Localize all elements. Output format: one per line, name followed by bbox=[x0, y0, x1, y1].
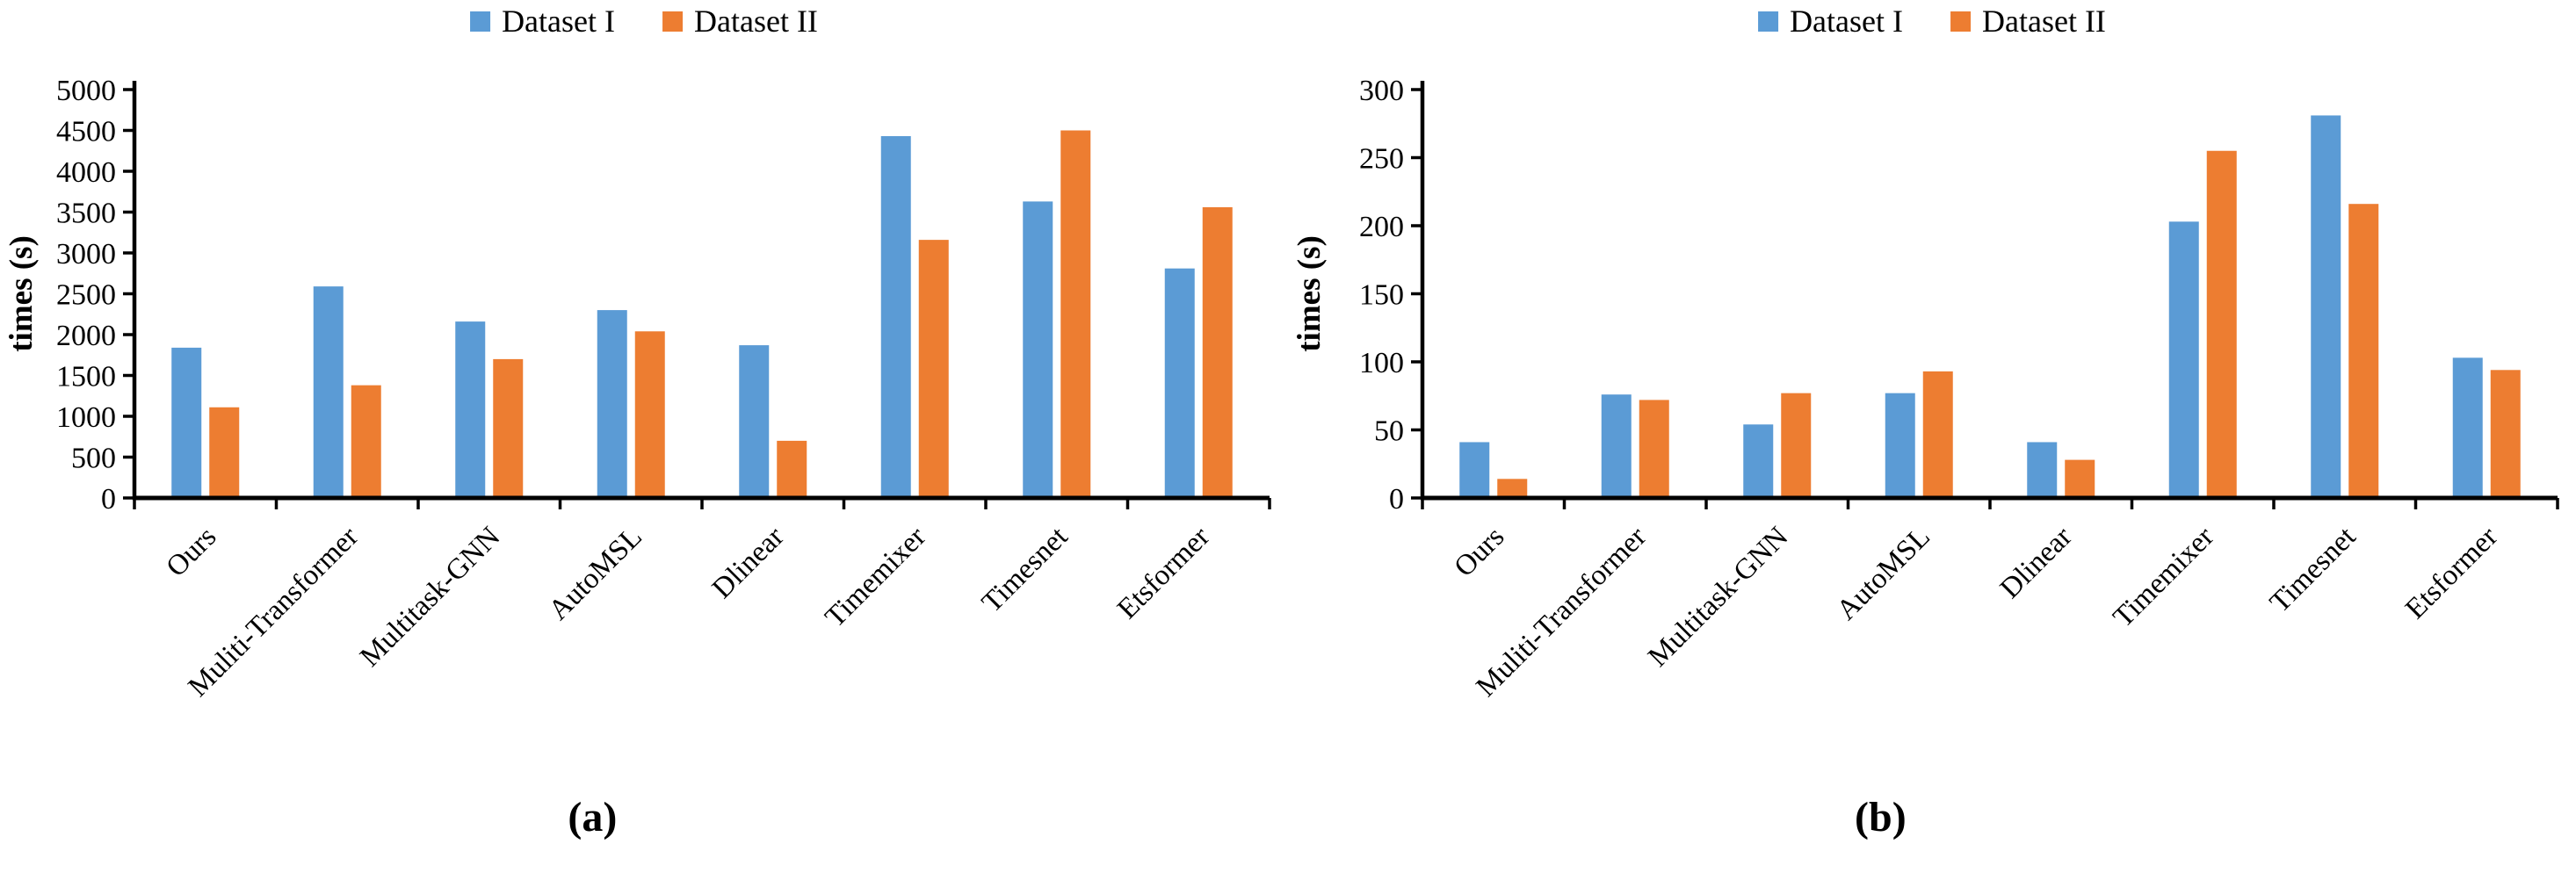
y-tick-label: 2500 bbox=[56, 279, 116, 312]
category-label: Timemixer bbox=[820, 521, 932, 633]
bar-dataset-ii bbox=[1202, 206, 1233, 499]
legend-b: Dataset I Dataset II bbox=[1758, 5, 2106, 37]
bar-dataset-ii bbox=[2206, 150, 2237, 498]
category-label: Dlinear bbox=[1994, 521, 2078, 604]
legend-label-dataset-i: Dataset I bbox=[502, 4, 615, 39]
bar-chart-b: 050100150200250300OursMuliti-Transformer… bbox=[1292, 75, 2559, 703]
caption-b: (b) bbox=[1855, 794, 1907, 840]
y-tick-label: 300 bbox=[1359, 75, 1404, 107]
category-label: Timemixer bbox=[2108, 521, 2220, 633]
y-tick-label: 4500 bbox=[56, 116, 116, 148]
bar-dataset-i bbox=[1743, 424, 1774, 498]
y-tick-label: 3500 bbox=[56, 198, 116, 230]
legend-label-dataset-i: Dataset I bbox=[1790, 4, 1903, 39]
legend-a: Dataset I Dataset II bbox=[470, 5, 818, 37]
bar-dataset-i bbox=[1885, 393, 1915, 498]
caption-a: (a) bbox=[568, 794, 618, 840]
bar-dataset-ii bbox=[1781, 393, 1812, 498]
chart-panel-b: Dataset I Dataset II 0 50 100 150 200 250 300 O… bbox=[1288, 0, 2576, 880]
category-label: Etsformer bbox=[2399, 521, 2504, 625]
category-label: AutoMSL bbox=[1831, 521, 1936, 626]
y-axis-title: times (s) bbox=[1292, 235, 1328, 352]
bar-dataset-ii bbox=[209, 407, 240, 498]
bar-dataset-i bbox=[171, 347, 202, 498]
legend-swatch-dataset-ii-icon bbox=[662, 11, 683, 32]
y-tick-label: 150 bbox=[1359, 279, 1404, 312]
category-label: Multitask-GNN bbox=[1642, 521, 1794, 673]
bar-dataset-i bbox=[455, 321, 486, 498]
y-tick-label: 0 bbox=[1389, 483, 1404, 516]
bar-dataset-i bbox=[1459, 442, 1490, 498]
bar-dataset-i bbox=[1023, 201, 1053, 498]
y-tick-label: 500 bbox=[71, 443, 116, 475]
bar-dataset-ii bbox=[918, 240, 949, 498]
y-tick-label: 200 bbox=[1359, 211, 1404, 243]
bar-dataset-i bbox=[1601, 394, 1632, 498]
y-tick-label: 50 bbox=[1374, 415, 1404, 448]
y-tick-label: 1000 bbox=[56, 401, 116, 434]
category-label: Dlinear bbox=[706, 521, 790, 604]
y-tick-label: 100 bbox=[1359, 347, 1404, 379]
y-tick-label: 3000 bbox=[56, 238, 116, 270]
bar-dataset-ii bbox=[351, 385, 381, 498]
y-tick-label: 1500 bbox=[56, 361, 116, 393]
category-label: Ours bbox=[1449, 521, 1511, 583]
bar-dataset-ii bbox=[493, 358, 524, 498]
y-tick-label: 5000 bbox=[56, 75, 116, 107]
category-label: Multitask-GNN bbox=[354, 521, 506, 673]
y-tick-label: 4000 bbox=[56, 156, 116, 189]
category-label: AutoMSL bbox=[543, 521, 648, 626]
bar-dataset-i bbox=[880, 136, 911, 498]
bar-dataset-ii bbox=[1060, 130, 1091, 498]
bar-dataset-i bbox=[1164, 268, 1195, 498]
bar-dataset-i bbox=[2452, 357, 2483, 498]
bar-dataset-i bbox=[313, 286, 344, 498]
bar-dataset-i bbox=[2027, 442, 2058, 498]
y-tick-label: 0 bbox=[101, 483, 116, 516]
bar-dataset-i bbox=[597, 310, 627, 498]
legend-swatch-dataset-ii-icon bbox=[1950, 11, 1971, 32]
bar-dataset-ii bbox=[1497, 479, 1528, 498]
bar-dataset-ii bbox=[1639, 400, 1669, 498]
category-label: Etsformer bbox=[1111, 521, 1216, 625]
category-label: Timesnet bbox=[2264, 521, 2362, 618]
y-tick-label: 2000 bbox=[56, 320, 116, 352]
y-axis-title: times (s) bbox=[4, 235, 40, 352]
legend-item-dataset-i: Dataset I bbox=[470, 5, 615, 37]
bar-dataset-ii bbox=[634, 331, 665, 498]
bar-dataset-ii bbox=[2348, 204, 2379, 498]
bar-dataset-ii bbox=[2490, 370, 2521, 498]
chart-panel-a: Dataset I Dataset II 0 500 1000 1500 2000 250… bbox=[4, 5, 1271, 840]
legend-item-dataset-ii: Dataset II bbox=[1950, 5, 2106, 37]
bar-dataset-i bbox=[2168, 221, 2199, 498]
category-label: Timesnet bbox=[976, 521, 1074, 618]
bar-dataset-i bbox=[739, 345, 770, 498]
legend-label-dataset-ii: Dataset II bbox=[1982, 4, 2106, 39]
legend-label-dataset-ii: Dataset II bbox=[694, 4, 818, 39]
bar-chart-a: 0 500 1000 1500 2000 2500 3000 3500 4000 4500 5000… bbox=[4, 75, 1271, 703]
legend-item-dataset-ii: Dataset II bbox=[662, 5, 818, 37]
legend-swatch-dataset-i-icon bbox=[1758, 11, 1779, 32]
y-tick-label: 250 bbox=[1359, 143, 1404, 176]
legend-item-dataset-i: Dataset I bbox=[1758, 5, 1903, 37]
bar-dataset-ii bbox=[2065, 459, 2095, 498]
category-label: Ours bbox=[161, 521, 223, 583]
legend-swatch-dataset-i-icon bbox=[470, 11, 491, 32]
bar-dataset-ii bbox=[777, 440, 807, 498]
bar-dataset-i bbox=[2311, 115, 2341, 498]
bar-dataset-ii bbox=[1922, 371, 1953, 498]
